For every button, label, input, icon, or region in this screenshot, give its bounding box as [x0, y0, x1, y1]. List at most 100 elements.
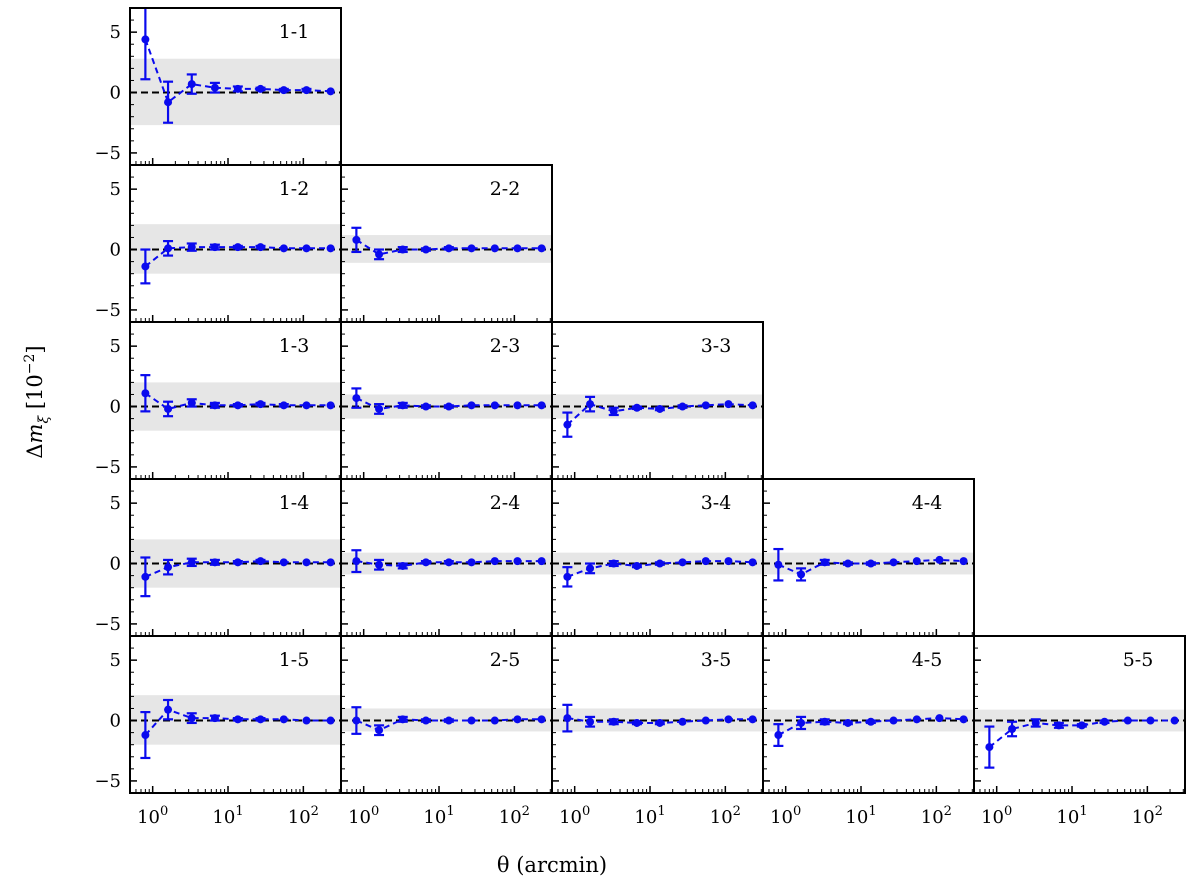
data-point: [279, 86, 288, 95]
panel-label: 2-3: [490, 335, 521, 357]
data-point: [279, 558, 288, 567]
x-tick-label: 102: [288, 804, 319, 828]
data-point: [537, 401, 546, 410]
data-point: [935, 714, 944, 723]
data-point: [352, 235, 361, 244]
data-point: [467, 401, 476, 410]
data-point: [490, 716, 499, 725]
panel-label: 1-1: [279, 21, 310, 43]
x-tick-label: 102: [1132, 804, 1163, 828]
data-point: [797, 718, 806, 727]
data-point: [586, 717, 595, 726]
data-point: [748, 558, 757, 567]
data-point: [724, 715, 733, 724]
data-point: [302, 558, 311, 567]
data-point: [748, 401, 757, 410]
data-point: [632, 403, 641, 412]
panel-label: 3-3: [701, 335, 732, 357]
data-point: [1146, 716, 1155, 725]
data-point: [256, 557, 265, 566]
y-tick-label: −5: [94, 143, 121, 164]
panel-1-1: 1-1 −5 0 5: [94, 7, 342, 166]
data-point: [655, 404, 664, 413]
panel-2-2: 2-2: [340, 164, 553, 323]
data-point: [326, 244, 335, 253]
data-point: [326, 87, 335, 96]
data-point: [1031, 718, 1040, 727]
data-point: [797, 570, 806, 579]
series-line: [988, 719, 1175, 748]
data-point: [141, 572, 150, 581]
data-point: [421, 402, 430, 411]
data-point: [490, 244, 499, 253]
data-point: [141, 262, 150, 271]
panel-plot-area: [763, 547, 974, 582]
data-point: [563, 420, 572, 429]
data-point: [774, 731, 783, 740]
data-point: [586, 564, 595, 573]
data-point: [398, 715, 407, 724]
data-point: [375, 404, 384, 413]
x-tick-label: 102: [499, 804, 530, 828]
panel-3-5: 3-5 100 101 102: [551, 635, 764, 828]
data-point: [141, 35, 150, 44]
data-point: [398, 401, 407, 410]
series-line: [355, 239, 542, 256]
data-point: [748, 715, 757, 724]
series-line: [144, 392, 331, 411]
x-tick-label: 102: [710, 804, 741, 828]
panel-label: 5-5: [1123, 649, 1154, 671]
y-tick-label: 0: [110, 554, 121, 575]
data-point: [513, 715, 522, 724]
series-line: [356, 718, 542, 732]
data-point: [326, 401, 335, 410]
data-point: [233, 401, 242, 410]
data-point: [256, 84, 265, 93]
panel-plot-area: [552, 552, 763, 588]
data-point: [1170, 716, 1179, 725]
data-point: [256, 400, 265, 409]
data-point: [164, 404, 173, 413]
panel-1-5: 1-5 −5 0 5 100 101 102: [94, 635, 342, 828]
data-point: [985, 743, 994, 752]
data-point: [233, 243, 242, 252]
data-point: [467, 558, 476, 567]
y-tick-label: 0: [110, 397, 121, 418]
data-point: [632, 561, 641, 570]
panel-1-2: 1-2 −5 0 5: [94, 164, 342, 323]
panel-plot-area: [974, 709, 1185, 769]
data-point: [302, 401, 311, 410]
x-tick-label: 101: [423, 804, 454, 828]
data-point: [256, 715, 265, 724]
panel-4-5: 4-5 100 101 102: [762, 635, 975, 828]
series-line: [778, 558, 964, 576]
panel-plot-area: [552, 394, 763, 438]
data-point: [1123, 716, 1132, 725]
y-tick-label: −5: [94, 457, 121, 478]
y-tick-label: −5: [94, 771, 121, 792]
data-point: [774, 560, 783, 569]
panel-plot-area: [130, 695, 341, 760]
panel-plot-area: [130, 539, 341, 598]
panel-2-4: 2-4: [340, 478, 553, 637]
data-point: [866, 559, 875, 568]
panel-label: 1-3: [279, 335, 310, 357]
data-point: [655, 718, 664, 727]
data-point: [352, 716, 361, 725]
data-point: [421, 558, 430, 567]
y-tick-label: 0: [110, 83, 121, 104]
x-tick-label: 101: [634, 804, 665, 828]
data-point: [444, 402, 453, 411]
data-point: [164, 705, 173, 714]
x-tick-label: 100: [137, 804, 168, 828]
data-point: [843, 559, 852, 568]
panel-1-4: 1-4 −5 0 5: [94, 478, 342, 637]
panel-plot-area: [341, 226, 552, 263]
data-point: [820, 717, 829, 726]
data-point: [279, 715, 288, 724]
data-point: [233, 84, 242, 93]
panel-3-4: 3-4: [551, 478, 764, 637]
panel-frame: [973, 635, 1186, 794]
x-tick-label: 100: [981, 804, 1012, 828]
